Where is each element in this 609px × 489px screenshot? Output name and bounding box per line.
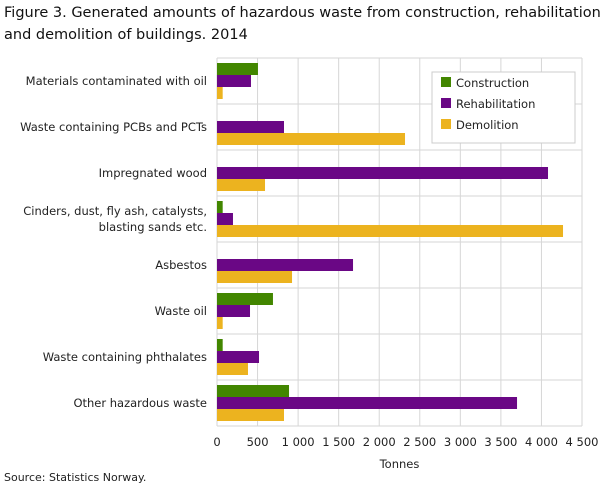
bar-demolition bbox=[217, 225, 564, 237]
x-tick-label: 4 500 bbox=[566, 435, 599, 449]
y-tick-label: Impregnated wood bbox=[99, 166, 207, 180]
bar-demolition bbox=[217, 179, 266, 191]
y-tick-label: Asbestos bbox=[155, 258, 207, 272]
bar-rehabilitation bbox=[217, 397, 518, 409]
x-tick-label: 1 500 bbox=[322, 435, 355, 449]
legend-label: Rehabilitation bbox=[456, 97, 535, 111]
y-tick-label: blasting sands etc. bbox=[99, 220, 207, 234]
x-tick-label: 2 500 bbox=[403, 435, 436, 449]
legend bbox=[431, 71, 576, 144]
legend-label: Demolition bbox=[456, 118, 519, 132]
legend-label: Construction bbox=[456, 76, 529, 90]
y-tick-label: Materials contaminated with oil bbox=[26, 74, 207, 88]
bar-rehabilitation bbox=[217, 121, 284, 133]
bar-demolition bbox=[217, 409, 284, 421]
legend-swatch-construction bbox=[441, 77, 451, 87]
y-tick-label: Waste containing phthalates bbox=[43, 350, 207, 364]
bar-construction bbox=[217, 201, 223, 213]
x-tick-label: 1 000 bbox=[282, 435, 315, 449]
bar-demolition bbox=[217, 317, 223, 329]
source-note: Source: Statistics Norway. bbox=[4, 471, 147, 484]
bar-rehabilitation bbox=[217, 213, 233, 225]
bar-demolition bbox=[217, 271, 293, 283]
bar-rehabilitation bbox=[217, 75, 251, 87]
y-tick-label: Cinders, dust, fly ash, catalysts, bbox=[23, 204, 207, 218]
bar-rehabilitation bbox=[217, 167, 549, 179]
x-tick-label: 3 000 bbox=[444, 435, 477, 449]
x-tick-label: 0 bbox=[213, 435, 220, 449]
x-tick-label: 500 bbox=[247, 435, 269, 449]
legend-swatch-demolition bbox=[441, 119, 451, 129]
y-tick-label: Other hazardous waste bbox=[73, 396, 207, 410]
bar-demolition bbox=[217, 133, 406, 145]
x-tick-label: 4 000 bbox=[525, 435, 558, 449]
chart-title: Figure 3. Generated amounts of hazardous… bbox=[4, 5, 601, 43]
x-tick-label: 2 000 bbox=[363, 435, 396, 449]
bar-construction bbox=[217, 385, 290, 397]
bar-construction bbox=[217, 63, 258, 75]
x-axis-label: Tonnes bbox=[379, 457, 420, 471]
bar-construction bbox=[217, 293, 273, 305]
bar-rehabilitation bbox=[217, 351, 260, 363]
x-tick-label: 3 500 bbox=[484, 435, 517, 449]
y-tick-label: Waste containing PCBs and PCTs bbox=[20, 120, 207, 134]
y-tick-label: Waste oil bbox=[155, 304, 207, 318]
bar-demolition bbox=[217, 363, 248, 375]
bar-rehabilitation bbox=[217, 259, 354, 271]
bar-demolition bbox=[217, 87, 223, 99]
bar-construction bbox=[217, 339, 223, 351]
legend-swatch-rehabilitation bbox=[441, 98, 451, 108]
bar-rehabilitation bbox=[217, 305, 251, 317]
